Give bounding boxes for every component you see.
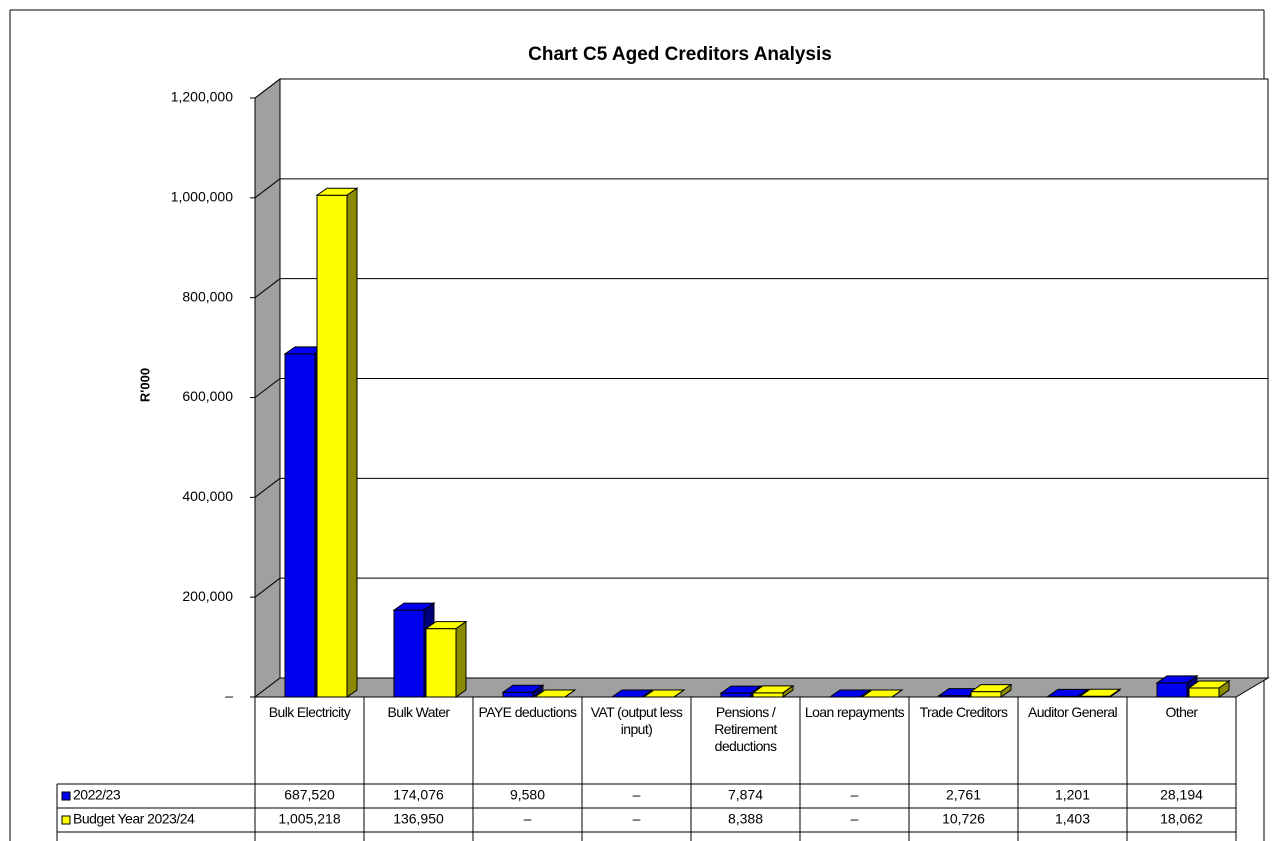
table-value: 1,005,218 (278, 811, 340, 827)
bar-side (532, 684, 544, 698)
y-tick-label: 400,000 (182, 488, 233, 504)
x-tick-label: Pensions / Retirement deductions (714, 704, 777, 754)
table-value: – (851, 811, 859, 827)
bar-side (346, 187, 358, 698)
grid-line (254, 577, 281, 598)
x-tick-label: Auditor General (1027, 704, 1118, 720)
bar (1046, 688, 1090, 698)
bar (501, 684, 545, 698)
legend-label: Budget Year 2023/24 (73, 811, 195, 827)
grid-line (254, 178, 281, 199)
table-value: 174,076 (393, 787, 444, 803)
grid-line (254, 378, 281, 398)
bar (828, 689, 872, 698)
bar-side (564, 689, 576, 698)
y-tick-label: 1,000,000 (171, 189, 233, 205)
y-tick-label: 200,000 (182, 588, 233, 604)
bar-side (891, 689, 903, 698)
table-value: 136,950 (393, 811, 444, 827)
bar-front (316, 194, 348, 698)
table-value: – (851, 787, 859, 803)
bar-side (1218, 680, 1230, 698)
table-value: 9,580 (510, 787, 545, 803)
table-value: 687,520 (284, 787, 335, 803)
bar-front (425, 628, 457, 698)
table-value: 1,403 (1055, 811, 1090, 827)
table-value: 10,726 (942, 811, 985, 827)
bar-side (782, 684, 794, 698)
bar-side (455, 620, 467, 698)
bar-front (752, 692, 784, 698)
table-value: 18,062 (1160, 811, 1203, 827)
x-tick-label: VAT (output less input) (590, 704, 683, 737)
table-value: 2,761 (946, 787, 981, 803)
bar (969, 683, 1013, 698)
y-tick-label: 1,200,000 (171, 89, 233, 105)
legend-swatch (61, 791, 71, 801)
table-value: – (524, 811, 532, 827)
bar-front (1156, 682, 1188, 698)
bar (751, 684, 795, 698)
bar-front (284, 353, 316, 698)
bar (1187, 680, 1231, 698)
y-tick-label: – (225, 688, 233, 704)
bar (610, 689, 654, 698)
x-tick-label: PAYE deductions (478, 704, 577, 720)
x-tick-label: Other (1165, 704, 1198, 720)
bar-side (673, 689, 685, 698)
bar (860, 689, 904, 698)
bar-front (502, 691, 534, 698)
grid-line (254, 477, 281, 498)
bar (642, 689, 686, 698)
chart-title: Chart C5 Aged Creditors Analysis (528, 44, 832, 65)
table-value: 8,388 (728, 811, 763, 827)
table-value: 1,201 (1055, 787, 1090, 803)
table-value: 7,874 (728, 787, 763, 803)
grid-line (254, 78, 281, 99)
table-value: – (633, 787, 641, 803)
bar-front (720, 692, 752, 698)
bar-side (641, 689, 653, 698)
x-tick-label: Trade Creditors (919, 704, 1008, 720)
table-value: 28,194 (1160, 787, 1203, 803)
bar-front (1188, 687, 1220, 698)
x-tick-label: Bulk Water (387, 704, 451, 720)
legend-label: 2022/23 (73, 787, 121, 803)
y-axis-title: R'000 (137, 368, 152, 402)
bar (719, 685, 763, 698)
bar (1078, 688, 1122, 698)
bar (315, 187, 359, 698)
y-tick-label: 600,000 (182, 388, 233, 404)
bar-side (1109, 688, 1121, 698)
bar-front (393, 609, 425, 698)
bar-side (1000, 683, 1012, 698)
bar (533, 689, 577, 698)
bar-front (970, 691, 1002, 698)
bar (424, 620, 468, 698)
bar-side (1077, 688, 1089, 698)
table-value: – (633, 811, 641, 827)
x-tick-label: Loan repayments (804, 704, 905, 720)
legend-swatch (61, 815, 71, 825)
bar-side (859, 689, 871, 698)
grid-line (254, 278, 281, 299)
y-tick-label: 800,000 (182, 288, 233, 304)
x-tick-label: Bulk Electricity (268, 704, 351, 720)
